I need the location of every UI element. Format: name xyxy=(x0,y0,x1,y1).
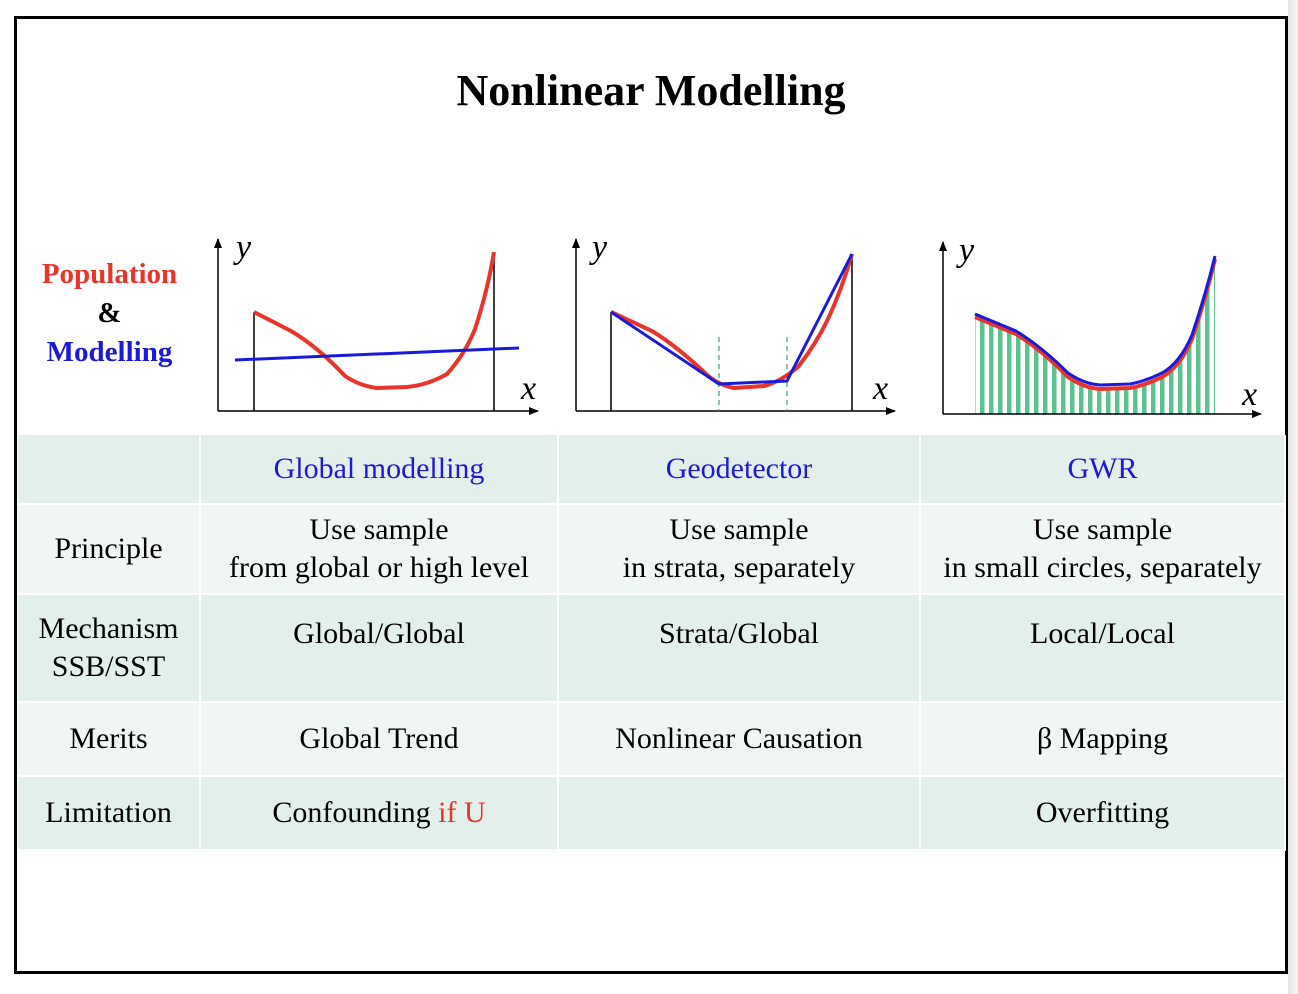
row-label-limitation: Limitation xyxy=(18,776,201,851)
mechanism-geodetector: Strata/Global xyxy=(558,594,921,703)
slide-title: Nonlinear Modelling xyxy=(456,66,846,115)
legend-amp: & xyxy=(97,297,122,329)
header-gwr: GWR xyxy=(920,435,1286,505)
legend-population: Population xyxy=(41,258,178,290)
header-empty xyxy=(18,435,201,505)
mechanism-gwr: Local/Local xyxy=(920,594,1286,703)
y-axis-label: y xyxy=(956,232,975,269)
plot-global-modelling: y x xyxy=(214,229,539,415)
y-axis-label: y xyxy=(233,229,252,266)
gwr-model-curve xyxy=(974,255,1217,387)
row-label-principle: Principle xyxy=(18,504,201,595)
population-curve xyxy=(253,251,496,391)
gwr-local-fill xyxy=(975,259,1215,414)
header-geodetector: Geodetector xyxy=(558,435,921,505)
limitation-condition: if U xyxy=(438,796,486,829)
comparison-table: Global modelling Geodetector GWR Princip… xyxy=(18,435,1286,851)
table-row-mechanism: Mechanism SSB/SST Global/Global Strata/Gl… xyxy=(18,594,1286,703)
x-axis-label: x xyxy=(1241,376,1257,413)
header-global-modelling: Global modelling xyxy=(200,435,559,505)
population-curve xyxy=(610,253,854,391)
y-axis-label: y xyxy=(589,229,608,266)
plot-geodetector: y x xyxy=(572,229,896,415)
principle-geodetector: Use sample in strata, separately xyxy=(558,504,921,595)
limitation-global: Confounding if U xyxy=(200,776,559,851)
row-label-mechanism: Mechanism SSB/SST xyxy=(18,594,201,703)
page-edge-shade xyxy=(1288,0,1298,994)
strata-model-line xyxy=(610,253,854,386)
legend: Population & Modelling xyxy=(17,255,202,372)
table-row-principle: Principle Use sample from global or high … xyxy=(18,504,1286,595)
principle-gwr: Use sample in small circles, separately xyxy=(920,504,1286,595)
row-label-merits: Merits xyxy=(18,702,201,777)
plot-gwr: y x xyxy=(939,232,1262,418)
table-header-row: Global modelling Geodetector GWR xyxy=(18,435,1286,505)
global-model-line xyxy=(234,346,520,362)
merits-global: Global Trend xyxy=(200,702,559,777)
mechanism-global: Global/Global xyxy=(200,594,559,703)
slide: Nonlinear Modelling Population & Modelli… xyxy=(14,16,1288,974)
x-axis-label: x xyxy=(872,370,888,407)
table-row-limitation: Limitation Confounding if U Overfitting xyxy=(18,776,1286,851)
limitation-geodetector xyxy=(558,776,921,851)
table-row-merits: Merits Global Trend Nonlinear Causation … xyxy=(18,702,1286,777)
merits-gwr: β Mapping xyxy=(920,702,1286,777)
x-axis-label: x xyxy=(520,370,536,407)
limitation-gwr: Overfitting xyxy=(920,776,1286,851)
merits-geodetector: Nonlinear Causation xyxy=(558,702,921,777)
principle-global: Use sample from global or high level xyxy=(200,504,559,595)
legend-modelling: Modelling xyxy=(46,336,173,368)
